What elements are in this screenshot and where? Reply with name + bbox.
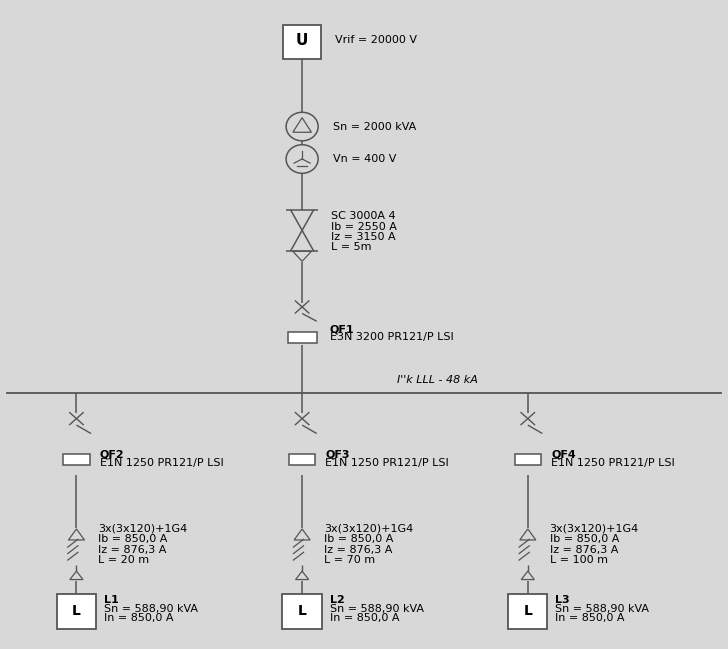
Bar <box>508 594 547 629</box>
Text: Sn = 588,90 kVA: Sn = 588,90 kVA <box>330 604 424 614</box>
Text: Sn = 588,90 kVA: Sn = 588,90 kVA <box>555 604 649 614</box>
Text: 3x(3x120)+1G4: 3x(3x120)+1G4 <box>98 524 188 534</box>
Text: In = 850,0 A: In = 850,0 A <box>330 613 399 623</box>
Bar <box>282 594 322 629</box>
Text: E3N 3200 PR121/P LSI: E3N 3200 PR121/P LSI <box>330 332 454 343</box>
Text: L2: L2 <box>330 594 344 605</box>
Text: I''k LLL - 48 kA: I''k LLL - 48 kA <box>397 375 478 385</box>
Text: L = 5m: L = 5m <box>331 242 372 252</box>
Text: L1: L1 <box>104 594 119 605</box>
Bar <box>63 454 90 465</box>
Text: E1N 1250 PR121/P LSI: E1N 1250 PR121/P LSI <box>551 458 675 468</box>
Text: Iz = 3150 A: Iz = 3150 A <box>331 232 396 242</box>
Text: Vrif = 20000 V: Vrif = 20000 V <box>335 34 417 45</box>
Text: QF2: QF2 <box>100 449 124 459</box>
Text: E1N 1250 PR121/P LSI: E1N 1250 PR121/P LSI <box>100 458 223 468</box>
Text: L = 70 m: L = 70 m <box>324 555 375 565</box>
Bar <box>515 454 541 465</box>
Bar <box>289 454 315 465</box>
Bar <box>288 332 317 343</box>
Text: QF1: QF1 <box>330 324 355 334</box>
Text: 3x(3x120)+1G4: 3x(3x120)+1G4 <box>324 524 414 534</box>
Text: L3: L3 <box>555 594 570 605</box>
Text: Ib = 850,0 A: Ib = 850,0 A <box>98 534 167 545</box>
Text: Sn = 588,90 kVA: Sn = 588,90 kVA <box>104 604 198 614</box>
Text: In = 850,0 A: In = 850,0 A <box>104 613 173 623</box>
Text: L = 20 m: L = 20 m <box>98 555 149 565</box>
Text: QF4: QF4 <box>551 449 576 459</box>
Text: Iz = 876,3 A: Iz = 876,3 A <box>550 545 618 555</box>
Text: Ib = 2550 A: Ib = 2550 A <box>331 221 397 232</box>
Text: L: L <box>523 604 532 618</box>
Text: L: L <box>298 604 306 618</box>
Bar <box>283 25 321 59</box>
Text: L: L <box>72 604 81 618</box>
Text: 3x(3x120)+1G4: 3x(3x120)+1G4 <box>550 524 639 534</box>
Bar <box>57 594 96 629</box>
Text: Sn = 2000 kVA: Sn = 2000 kVA <box>333 121 416 132</box>
Text: Iz = 876,3 A: Iz = 876,3 A <box>324 545 392 555</box>
Text: U: U <box>296 33 308 49</box>
Text: Iz = 876,3 A: Iz = 876,3 A <box>98 545 167 555</box>
Text: E1N 1250 PR121/P LSI: E1N 1250 PR121/P LSI <box>325 458 449 468</box>
Text: L = 100 m: L = 100 m <box>550 555 608 565</box>
Text: Ib = 850,0 A: Ib = 850,0 A <box>324 534 393 545</box>
Text: Vn = 400 V: Vn = 400 V <box>333 154 396 164</box>
Text: Ib = 850,0 A: Ib = 850,0 A <box>550 534 619 545</box>
Text: In = 850,0 A: In = 850,0 A <box>555 613 625 623</box>
Text: QF3: QF3 <box>325 449 350 459</box>
Text: SC 3000A 4: SC 3000A 4 <box>331 211 396 221</box>
